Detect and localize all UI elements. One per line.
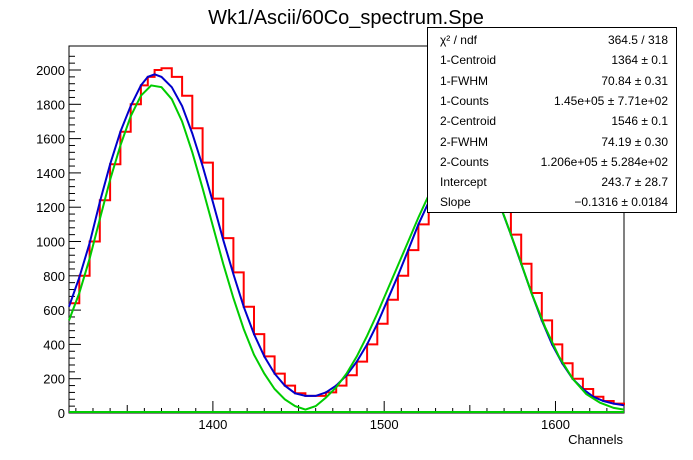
y-tick-label: 1800 (36, 97, 65, 112)
y-tick-label: 1400 (36, 166, 65, 181)
stats-label: 1-Centroid (440, 53, 497, 68)
y-tick-label: 2000 (36, 63, 65, 78)
stats-value: 243.7 ± 28.7 (601, 175, 668, 190)
stats-value: 364.5 / 318 (607, 33, 668, 47)
stats-row: 1-Centroid 1364 ± 0.1 (428, 50, 676, 70)
y-tick-label: 200 (43, 372, 65, 387)
stats-row: χ² / ndf 364.5 / 318 (428, 30, 676, 50)
stats-row: 2-Centroid 1546 ± 0.1 (428, 111, 676, 131)
stats-label: 1-FWHM (440, 73, 488, 88)
x-axis: 1400 1500 1600 (75, 401, 625, 432)
y-tick-label: 1600 (36, 132, 65, 147)
y-tick-label: 1000 (36, 235, 65, 250)
stats-row: 1-FWHM 70.84 ± 0.31 (428, 71, 676, 91)
x-tick-label: 1500 (370, 417, 399, 432)
stats-row: 2-Counts 1.206e+05 ± 5.284e+02 (428, 152, 676, 172)
stats-label: 2-FWHM (440, 134, 488, 149)
series-histogram (69, 67, 625, 406)
chart-title: Wk1/Ascii/60Co_spectrum.Spe (208, 7, 484, 29)
y-tick-label: 800 (43, 269, 65, 284)
series-peak-components (68, 84, 625, 411)
stats-label: 2-Counts (440, 154, 489, 169)
stats-row: Intercept 243.7 ± 28.7 (428, 172, 676, 192)
stats-row: 1-Counts 1.45e+05 ± 7.71e+02 (428, 91, 676, 111)
stats-label: 2-Centroid (440, 114, 497, 129)
stats-value: 1546 ± 0.1 (611, 114, 668, 129)
stats-value: −0.1316 ± 0.0184 (574, 195, 668, 210)
stats-row: Slope −0.1316 ± 0.0184 (428, 192, 676, 212)
stats-value: 1.206e+05 ± 5.284e+02 (540, 154, 668, 169)
y-tick-label: 1200 (36, 200, 65, 215)
plot-frame (68, 45, 625, 414)
stats-row: 2-FWHM 74.19 ± 0.30 (428, 132, 676, 152)
y-tick-label: 400 (43, 337, 65, 352)
fit-statistics-box: χ² / ndf 364.5 / 318 1-Centroid 1364 ± 0.1 1… (427, 27, 677, 213)
x-axis-title: Channels (568, 432, 623, 447)
y-axis: 0 200 400 600 800 1000 1200 1400 1600 1800 2000 (36, 55, 81, 421)
stats-label: Intercept (440, 175, 487, 190)
stats-value: 1364 ± 0.1 (611, 53, 668, 68)
stats-label: 1-Counts (440, 93, 489, 108)
x-tick-label: 1400 (198, 417, 227, 432)
stats-value: 1.45e+05 ± 7.71e+02 (553, 93, 668, 108)
y-tick-label: 0 (58, 406, 65, 421)
stats-value: 70.84 ± 0.31 (601, 73, 668, 88)
stats-value: 74.19 ± 0.30 (601, 134, 668, 149)
stats-label: χ² / ndf (440, 33, 477, 47)
x-tick-label: 1600 (541, 417, 570, 432)
y-tick-label: 600 (43, 303, 65, 318)
series-layer (68, 67, 625, 413)
stats-label: Slope (440, 195, 471, 210)
